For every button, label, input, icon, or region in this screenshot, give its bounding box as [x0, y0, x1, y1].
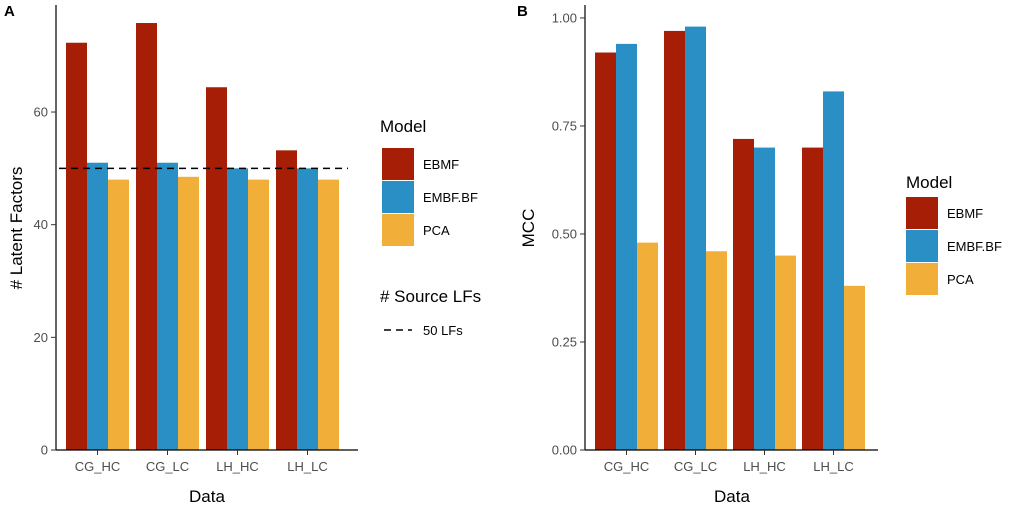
panel-a: A 0 20 40 60 CG_HC CG_LC LH_HC LH_LC Data # La… — [4, 3, 358, 506]
panel-a-legend-label-embf-bf: EMBF.BF — [423, 190, 478, 205]
panel-b-y-axis-title: MCC — [519, 209, 538, 248]
panel-b-x-tick-label-lh-lc: LH_LC — [813, 459, 853, 474]
panel-a-x-tick-label-lh-lc: LH_LC — [287, 459, 327, 474]
panel-a-bar-pca-lh-hc — [248, 179, 269, 451]
panel-b-legend-key-ebmf — [906, 197, 938, 229]
panel-a-y-ticks: 0 20 40 60 — [34, 105, 56, 458]
panel-b-y-tick-label: 1.00 — [552, 10, 577, 25]
panel-b-x-tick-label-lh-hc: LH_HC — [743, 459, 786, 474]
panel-b-bars — [595, 26, 865, 451]
panel-a-line-legend-title: # Source LFs — [380, 287, 481, 306]
panel-b-tag: B — [517, 3, 528, 20]
panel-b-x-tick-label-cg-lc: CG_LC — [674, 459, 717, 474]
panel-a-bar-embf-bf-cg-hc — [87, 162, 108, 451]
panel-b-bar-ebmf-cg-hc — [595, 52, 616, 451]
panel-a-legend-label-ebmf: EBMF — [423, 157, 459, 172]
panel-b-legend-label-ebmf: EBMF — [947, 206, 983, 221]
panel-b-bar-pca-lh-hc — [775, 255, 796, 450]
panel-b-y-ticks: 0.00 0.25 0.50 0.75 1.00 — [552, 10, 585, 458]
panel-a-x-ticks: CG_HC CG_LC LH_HC LH_LC — [75, 450, 328, 474]
panel-b-legend-title: Model — [906, 173, 952, 192]
panel-b-y-tick-label: 0.00 — [552, 443, 577, 458]
panel-b-bar-pca-cg-lc — [706, 251, 727, 450]
panel-a-x-tick-label-cg-hc: CG_HC — [75, 459, 121, 474]
panel-a-bar-embf-bf-lh-hc — [227, 168, 248, 450]
panel-a-legend-key-embf-bf — [382, 181, 414, 213]
panel-a-bar-ebmf-cg-hc — [66, 42, 87, 450]
panel-b-x-tick-label-cg-hc: CG_HC — [604, 459, 650, 474]
panel-a-bar-ebmf-lh-hc — [206, 87, 227, 450]
panel-a-bar-ebmf-cg-lc — [136, 23, 157, 450]
panel-b-y-tick-label: 0.25 — [552, 334, 577, 349]
panel-a-bar-embf-bf-cg-lc — [157, 162, 178, 451]
panel-a-bars — [66, 23, 339, 451]
panel-b-legend-key-embf-bf — [906, 230, 938, 262]
panel-a-bar-ebmf-lh-lc — [276, 150, 297, 451]
panel-b-legend-label-embf-bf: EMBF.BF — [947, 239, 1002, 254]
panel-a-bar-pca-cg-lc — [178, 176, 199, 450]
panel-a-y-tick-label: 20 — [34, 330, 48, 345]
panel-b-bar-embf-bf-lh-hc — [754, 147, 775, 450]
panel-b-y-tick-label: 0.75 — [552, 118, 577, 133]
panel-b-legend-key-pca — [906, 263, 938, 295]
panel-b-bar-ebmf-lh-hc — [733, 138, 754, 450]
panel-a-bar-pca-cg-hc — [108, 179, 129, 451]
panel-a-bar-embf-bf-lh-lc — [297, 168, 318, 450]
panel-a-y-axis-title: # Latent Factors — [7, 167, 26, 290]
panel-a-legend-label-pca: PCA — [423, 223, 450, 238]
panel-a-legend: Model EBMF EMBF.BF PCA # Source LFs 50 L… — [380, 117, 481, 338]
panel-b-x-axis-title: Data — [714, 487, 750, 506]
panel-a-bar-pca-lh-lc — [318, 179, 339, 451]
panel-a-tag: A — [4, 3, 15, 20]
panel-b-bar-embf-bf-lh-lc — [823, 91, 844, 450]
panel-b-bar-ebmf-lh-lc — [802, 147, 823, 450]
panel-b: B 0.00 0.25 0.50 0.75 1.00 CG_HC CG_LC LH_HC LH… — [517, 3, 878, 506]
panel-b-bar-ebmf-cg-lc — [664, 30, 685, 450]
panel-b-bar-embf-bf-cg-hc — [616, 43, 637, 451]
panel-a-legend-title: Model — [380, 117, 426, 136]
panel-b-legend-label-pca: PCA — [947, 272, 974, 287]
panel-a-x-tick-label-cg-lc: CG_LC — [146, 459, 189, 474]
panel-b-x-ticks: CG_HC CG_LC LH_HC LH_LC — [604, 450, 854, 474]
panel-b-y-tick-label: 0.50 — [552, 226, 577, 241]
panel-b-bar-embf-bf-cg-lc — [685, 26, 706, 451]
panel-a-y-tick-label: 40 — [34, 217, 48, 232]
panel-b-legend: Model EBMF EMBF.BF PCA — [906, 173, 1002, 295]
panel-a-y-tick-label: 0 — [41, 443, 48, 458]
panel-a-x-tick-label-lh-hc: LH_HC — [216, 459, 259, 474]
panel-b-bar-pca-lh-lc — [844, 285, 865, 450]
panel-a-legend-key-ebmf — [382, 148, 414, 180]
panel-a-line-legend-label: 50 LFs — [423, 323, 463, 338]
panel-a-legend-key-pca — [382, 214, 414, 246]
panel-a-x-axis-title: Data — [189, 487, 225, 506]
panel-b-bar-pca-cg-hc — [637, 242, 658, 450]
panel-a-y-tick-label: 60 — [34, 105, 48, 120]
